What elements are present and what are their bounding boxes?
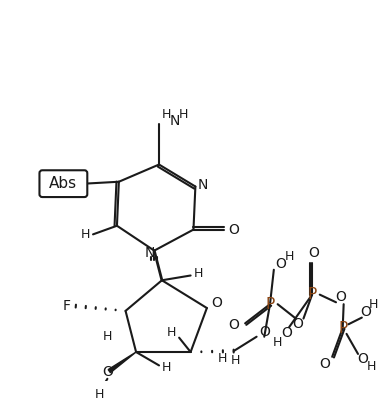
Text: H: H xyxy=(162,108,171,121)
Text: N: N xyxy=(144,246,155,261)
Text: O: O xyxy=(357,352,368,366)
Text: H: H xyxy=(167,326,176,339)
Text: H: H xyxy=(81,228,90,241)
Text: H: H xyxy=(217,352,227,365)
Text: H: H xyxy=(103,330,112,343)
Text: H: H xyxy=(273,336,282,349)
Text: O: O xyxy=(336,289,346,304)
Text: H: H xyxy=(231,354,240,367)
Text: O: O xyxy=(102,365,113,379)
Text: H: H xyxy=(95,388,105,398)
Text: O: O xyxy=(319,357,330,371)
Text: P: P xyxy=(338,321,347,336)
Text: H: H xyxy=(285,250,294,263)
Text: O: O xyxy=(292,317,303,331)
Text: O: O xyxy=(228,222,239,236)
Text: O: O xyxy=(259,325,270,339)
Text: H: H xyxy=(179,108,188,121)
Text: N: N xyxy=(170,115,180,129)
Text: H: H xyxy=(369,298,378,311)
Text: Abs: Abs xyxy=(49,176,78,191)
Text: P: P xyxy=(307,287,317,302)
Text: O: O xyxy=(275,257,286,271)
Text: H: H xyxy=(367,360,376,373)
Text: O: O xyxy=(281,326,292,340)
FancyBboxPatch shape xyxy=(40,170,87,197)
Text: O: O xyxy=(211,296,222,310)
Text: H: H xyxy=(162,361,171,374)
Text: O: O xyxy=(360,305,371,319)
Text: F: F xyxy=(62,299,70,313)
Text: N: N xyxy=(198,178,208,191)
Text: O: O xyxy=(309,246,320,261)
Text: H: H xyxy=(193,267,203,280)
Text: O: O xyxy=(228,318,239,332)
Polygon shape xyxy=(108,352,136,373)
Text: P: P xyxy=(265,297,275,312)
